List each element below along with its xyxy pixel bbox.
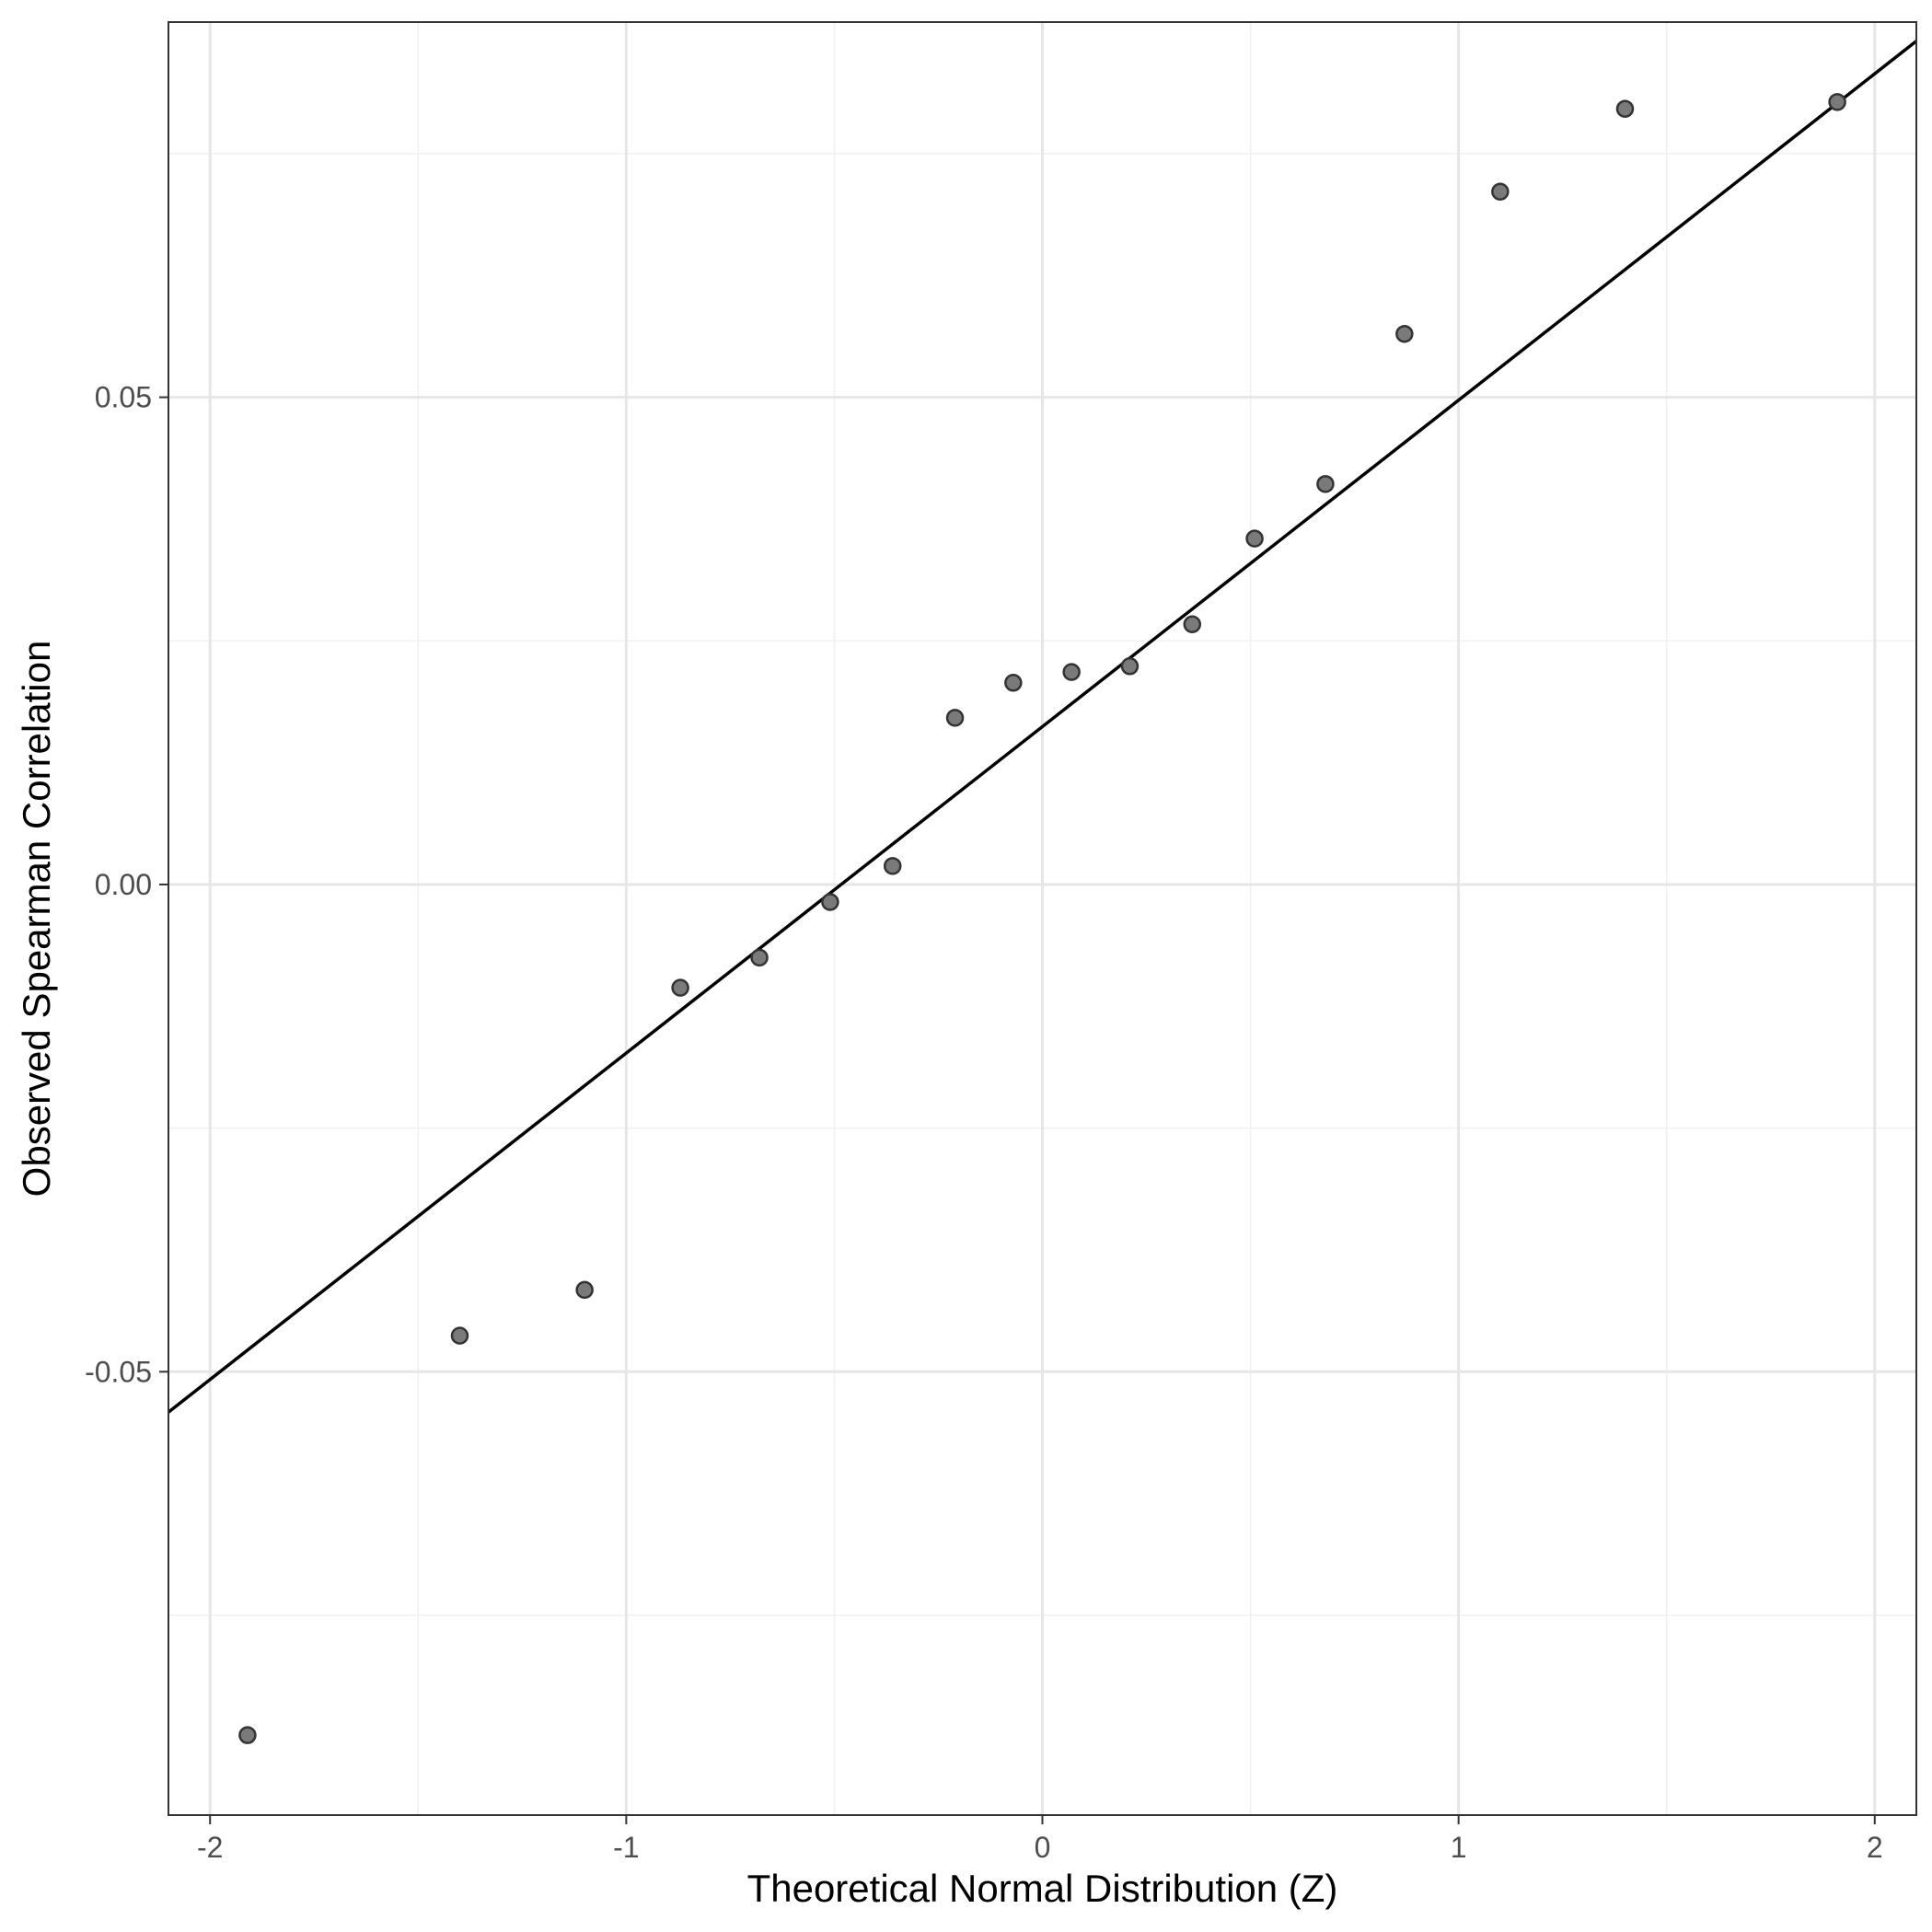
data-point — [1395, 325, 1414, 343]
major-gridlines — [168, 22, 1916, 1815]
data-point — [1245, 529, 1264, 548]
data-point — [945, 709, 965, 727]
y-tick-label: 0.00 — [95, 868, 152, 901]
data-point — [1828, 93, 1846, 111]
x-tick-label: 2 — [1867, 1831, 1883, 1864]
y-axis-title: Observed Spearman Correlation — [15, 641, 58, 1197]
data-point — [1004, 674, 1023, 692]
x-tick-label: 1 — [1451, 1831, 1467, 1864]
reference-line-group — [167, 40, 1918, 1414]
y-tick-label: 0.05 — [95, 381, 152, 414]
y-axis-ticks: -0.05 0.00 0.05 — [85, 381, 168, 1388]
data-point — [1491, 182, 1510, 201]
data-point — [671, 978, 689, 997]
x-axis-title: Theoretical Normal Distribution (Z) — [747, 1867, 1338, 1910]
y-tick-label: -0.05 — [85, 1355, 152, 1388]
data-point — [883, 857, 902, 875]
data-point — [450, 1326, 469, 1345]
data-point — [1183, 615, 1202, 634]
data-point — [1615, 99, 1635, 118]
data-point — [1062, 663, 1081, 681]
data-point — [821, 893, 839, 911]
data-points — [238, 93, 1846, 1744]
data-point — [575, 1280, 594, 1300]
data-point — [750, 948, 769, 967]
data-point — [1316, 475, 1335, 493]
x-tick-label: 0 — [1035, 1831, 1051, 1864]
reference-line — [167, 40, 1918, 1414]
x-axis-ticks: -2 -1 0 1 2 — [197, 1815, 1883, 1864]
data-point — [238, 1726, 257, 1744]
data-point — [1120, 657, 1140, 676]
x-tick-label: -1 — [613, 1831, 639, 1864]
x-tick-label: -2 — [197, 1831, 223, 1864]
